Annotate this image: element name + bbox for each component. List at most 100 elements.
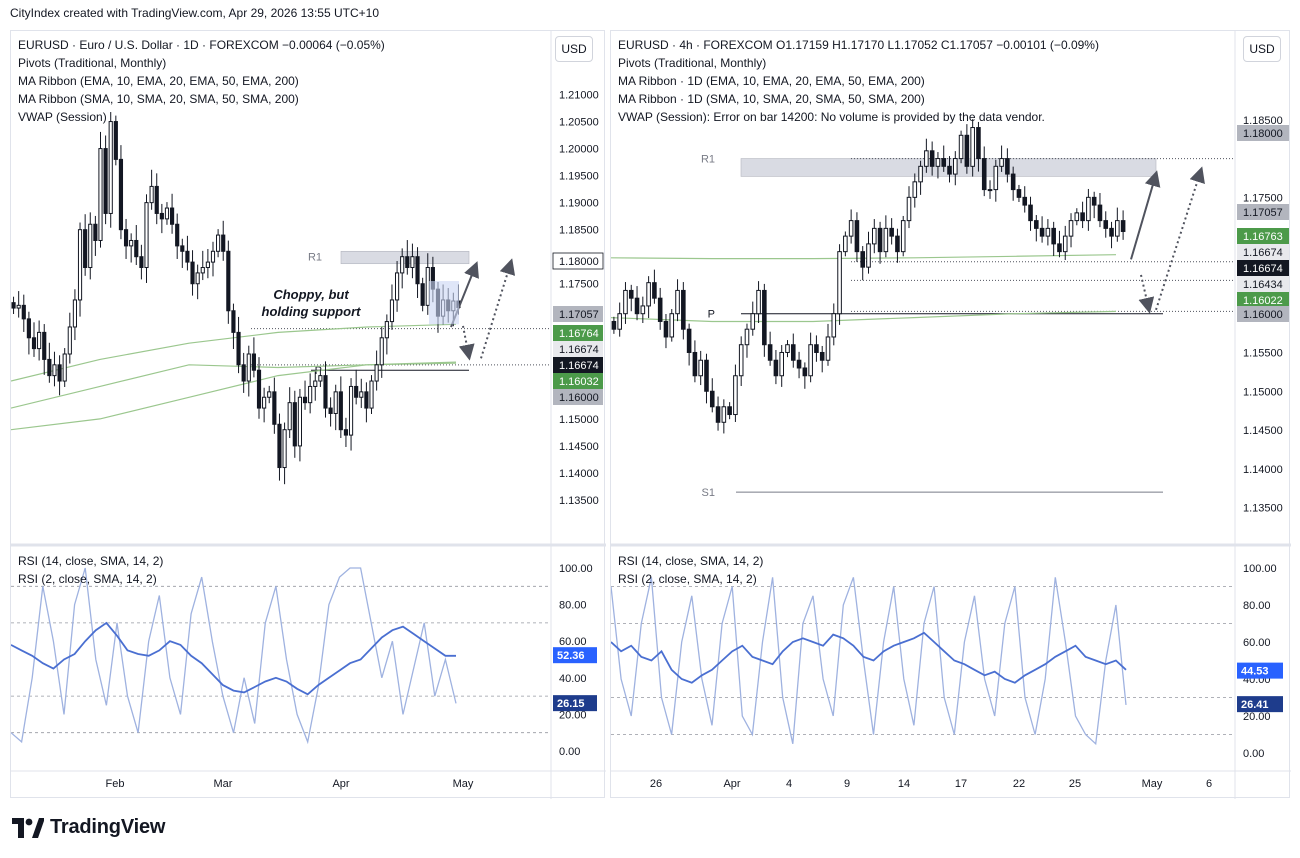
candle-body [721, 406, 727, 423]
candle-body [686, 328, 692, 353]
price-tag-label: 1.18000 [1243, 128, 1283, 140]
candle-body [88, 223, 93, 269]
rsi2-legend[interactable]: RSI (2, close, SMA, 14, 2) [618, 572, 757, 586]
y-tick-label: 1.14500 [1243, 425, 1283, 437]
candle-body [692, 351, 698, 377]
currency-button[interactable]: USD [1243, 36, 1281, 62]
indicator-pivots[interactable]: Pivots (Traditional, Monthly) [18, 56, 167, 70]
y-tick-label: 1.13500 [1243, 503, 1283, 515]
candle-body [762, 289, 767, 346]
x-tick-label: May [1142, 778, 1163, 790]
rsi-legend: RSI (14, close, SMA, 14, 2) RSI (2, clos… [618, 552, 763, 588]
tradingview-logo: TradingView [12, 816, 165, 839]
candle-body [57, 364, 62, 382]
candle-body [343, 429, 349, 436]
y-tick-label: 1.19500 [559, 171, 599, 183]
candle-body [200, 267, 205, 274]
indicator-sma-ribbon[interactable]: MA Ribbon · 1D (SMA, 10, SMA, 20, SMA, 5… [618, 92, 925, 106]
candle-body [83, 229, 88, 269]
projection-arrow [458, 325, 475, 361]
candle-body [831, 313, 837, 338]
indicator-ema-ribbon[interactable]: MA Ribbon · 1D (EMA, 10, EMA, 20, EMA, 5… [618, 74, 925, 88]
candle-body [129, 239, 134, 247]
candle-body [871, 227, 877, 245]
chart-legend: EURUSD · 4h · FOREXCOM O1.17159 H1.17170… [618, 36, 1099, 126]
candle-body [1074, 212, 1080, 222]
candle-body [970, 127, 975, 167]
y-tick-label: 1.20000 [559, 144, 599, 156]
candle-body [895, 235, 900, 253]
candle-body [652, 282, 657, 299]
candle-body [42, 331, 47, 360]
resistance-zone [340, 250, 470, 265]
candle-body [744, 328, 750, 346]
tradingview-logo-icon [12, 817, 44, 838]
pivot-label: R1 [308, 252, 322, 264]
price-tag-label: 1.16763 [1243, 231, 1283, 243]
y-tick-label: 1.17500 [559, 279, 599, 291]
candle-body [1086, 196, 1091, 222]
daily-chart-pane[interactable]: USD EURUSD · Euro / U.S. Dollar · 1D · F… [10, 30, 606, 799]
candle-body [1051, 227, 1056, 245]
price-tag-label: 1.16674 [1243, 263, 1283, 275]
candle-body [848, 220, 854, 237]
rsi14-legend[interactable]: RSI (14, close, SMA, 14, 2) [18, 554, 164, 568]
candle-body [400, 256, 405, 274]
chart-credit: CityIndex created with TradingView.com, … [10, 6, 379, 20]
candle-body [195, 272, 200, 285]
indicator-sma-ribbon[interactable]: MA Ribbon (SMA, 10, SMA, 20, SMA, 50, SM… [18, 92, 299, 106]
candle-body [715, 406, 721, 423]
candle-body [226, 250, 231, 312]
candle-body [825, 336, 831, 361]
candle-body [374, 364, 379, 382]
price-tag-label: 1.16674 [559, 344, 599, 356]
ma-ribbon-line [611, 310, 1117, 323]
candle-body [169, 207, 175, 225]
indicator-vwap[interactable]: VWAP (Session): Error on bar 14200: No v… [618, 110, 1045, 124]
currency-button[interactable]: USD [555, 36, 593, 62]
price-tag [1237, 204, 1289, 220]
y-tick-label: 1.14000 [559, 468, 599, 480]
y-tick-label: 1.13500 [559, 495, 599, 507]
candle-body [149, 185, 154, 204]
rsi2-line [611, 577, 1127, 746]
rsi14-legend[interactable]: RSI (14, close, SMA, 14, 2) [618, 554, 764, 568]
projection-arrow [1155, 166, 1205, 311]
y-tick-label: 1.15500 [1243, 347, 1283, 359]
indicator-pivots[interactable]: Pivots (Traditional, Monthly) [618, 56, 767, 70]
candle-body [77, 229, 83, 301]
indicator-vwap[interactable]: VWAP (Session) [18, 110, 107, 124]
chart-annotation: Choppy, but [273, 287, 349, 302]
candle-body [1115, 220, 1120, 237]
rsi2-legend[interactable]: RSI (2, close, SMA, 14, 2) [18, 572, 157, 586]
candle-body [154, 185, 159, 214]
ohlc-values: O1.17159 H1.17170 L1.17052 C1.17057 −0.0… [776, 38, 1099, 52]
indicator-ema-ribbon[interactable]: MA Ribbon (EMA, 10, EMA, 20, EMA, 50, EM… [18, 74, 299, 88]
y-tick-label: 1.20500 [559, 117, 599, 129]
candle-body [773, 359, 779, 377]
candle-body [1091, 196, 1097, 206]
candle-body [277, 423, 282, 469]
candle-body [981, 158, 987, 191]
candle-body [246, 353, 251, 382]
candle-body [364, 391, 369, 409]
candle-body [282, 429, 287, 469]
symbol-name[interactable]: EURUSD · Euro / U.S. Dollar · 1D · FOREX… [18, 38, 279, 52]
candle-body [866, 243, 871, 268]
candle-body [318, 375, 323, 382]
candle-body [62, 353, 67, 382]
candle-body [785, 344, 790, 353]
candle-body [883, 227, 889, 253]
y-tick-label: 1.21000 [559, 90, 599, 102]
candle-body [1034, 220, 1039, 229]
y-tick-label: 1.19000 [559, 198, 599, 210]
symbol-name[interactable]: EURUSD · 4h · FOREXCOM [618, 38, 773, 52]
candle-body [134, 239, 139, 258]
candle-body [420, 283, 425, 306]
x-tick-label: Apr [723, 778, 740, 790]
candle-body [790, 344, 796, 361]
h4-chart-pane[interactable]: USD EURUSD · 4h · FOREXCOM O1.17159 H1.1… [610, 30, 1291, 799]
candle-body [72, 299, 78, 328]
candle-body [31, 337, 37, 350]
candle-body [359, 391, 364, 398]
